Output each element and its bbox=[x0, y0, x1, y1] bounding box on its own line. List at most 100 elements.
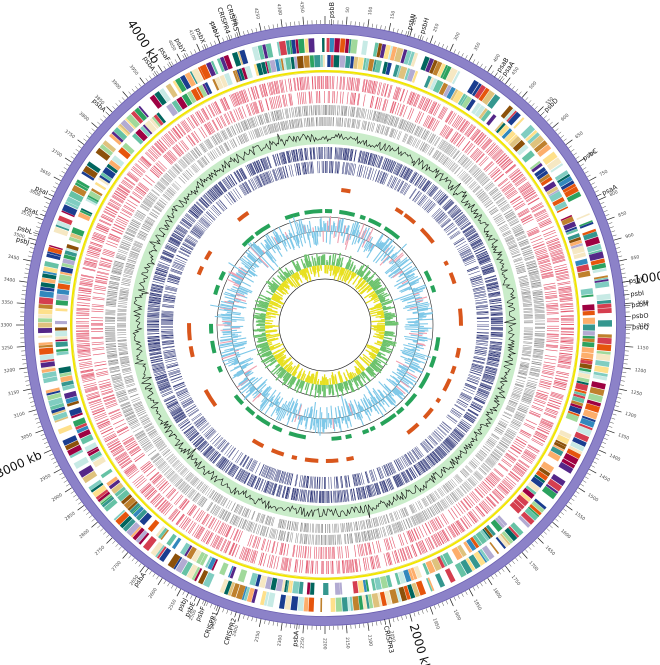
feature-tick bbox=[224, 97, 231, 110]
feature-tick bbox=[157, 181, 166, 189]
feature-tick bbox=[290, 93, 293, 106]
feature-tick bbox=[560, 308, 574, 310]
feature-tick bbox=[90, 405, 104, 411]
feature-tick bbox=[105, 305, 116, 307]
feature-tick bbox=[546, 337, 559, 339]
feature-tick bbox=[505, 213, 515, 219]
feature-tick bbox=[440, 500, 447, 509]
feature-tick bbox=[180, 158, 188, 167]
scale-tick bbox=[243, 31, 245, 36]
feature-tick bbox=[484, 200, 493, 207]
gene-block bbox=[289, 40, 293, 55]
feature-tick bbox=[363, 121, 367, 130]
feature-tick bbox=[342, 560, 344, 574]
feature-tick bbox=[207, 138, 213, 148]
feature-tick bbox=[297, 77, 300, 91]
feature-tick bbox=[554, 269, 568, 273]
feature-tick bbox=[178, 177, 186, 184]
feature-tick bbox=[470, 460, 478, 467]
feature-tick bbox=[206, 501, 213, 511]
feature-tick bbox=[456, 169, 464, 177]
scale-tick bbox=[508, 83, 512, 87]
gene-block bbox=[111, 482, 124, 494]
feature-tick bbox=[155, 142, 165, 153]
feature-tick bbox=[166, 453, 174, 460]
feature-tick bbox=[172, 165, 181, 174]
feature-tick bbox=[148, 192, 158, 200]
feature-tick bbox=[452, 133, 461, 144]
feature-tick bbox=[340, 147, 342, 160]
feature-tick bbox=[123, 177, 135, 186]
feature-tick bbox=[510, 470, 521, 480]
feature-tick bbox=[410, 529, 417, 541]
feature-tick bbox=[454, 167, 461, 175]
feature-tick bbox=[182, 173, 189, 181]
gene-block bbox=[56, 220, 71, 230]
gene-block bbox=[580, 288, 594, 296]
feature-tick bbox=[515, 383, 524, 387]
feature-tick bbox=[179, 498, 188, 509]
feature-tick bbox=[112, 226, 124, 233]
scale-tick bbox=[540, 534, 544, 538]
feature-tick bbox=[78, 361, 92, 364]
feature-tick bbox=[127, 443, 138, 451]
gene-block bbox=[101, 496, 115, 508]
feature-tick bbox=[78, 291, 92, 295]
feature-tick bbox=[441, 486, 447, 494]
feature-tick bbox=[129, 253, 139, 257]
feature-tick bbox=[131, 192, 143, 200]
gene-block bbox=[276, 41, 281, 56]
feature-tick bbox=[299, 559, 302, 573]
feature-tick bbox=[88, 246, 102, 251]
feature-tick bbox=[522, 298, 532, 300]
feature-tick bbox=[215, 147, 221, 156]
feature-tick bbox=[522, 345, 532, 347]
feature-tick bbox=[257, 115, 262, 126]
feature-tick bbox=[130, 221, 140, 227]
gene-block bbox=[86, 446, 99, 454]
gene-block bbox=[81, 171, 95, 181]
feature-tick bbox=[283, 121, 286, 130]
feature-tick bbox=[438, 501, 444, 511]
feature-tick bbox=[490, 189, 499, 197]
feature-tick bbox=[245, 548, 250, 562]
feature-tick bbox=[115, 190, 127, 198]
scale-tick bbox=[453, 49, 456, 54]
feature-tick bbox=[532, 358, 543, 361]
feature-tick bbox=[346, 522, 349, 532]
feature-tick bbox=[521, 358, 531, 361]
feature-tick bbox=[108, 283, 119, 286]
feature-tick bbox=[409, 108, 415, 120]
feature-tick bbox=[251, 511, 256, 520]
feature-tick bbox=[170, 129, 180, 140]
gene-block bbox=[55, 320, 68, 325]
scale-tick bbox=[210, 603, 212, 608]
feature-tick bbox=[296, 533, 299, 544]
scale-tick bbox=[498, 75, 501, 80]
feature-tick bbox=[336, 560, 338, 574]
scale-tick bbox=[61, 476, 66, 479]
gene-block bbox=[597, 307, 612, 314]
feature-tick bbox=[417, 513, 423, 523]
feature-tick bbox=[221, 130, 227, 140]
gene-block bbox=[86, 196, 98, 205]
feature-tick bbox=[255, 524, 260, 535]
feature-tick bbox=[119, 291, 129, 294]
feature-tick bbox=[411, 516, 416, 526]
gene-block bbox=[142, 124, 153, 135]
feature-tick bbox=[192, 114, 200, 126]
feature-tick bbox=[531, 439, 543, 447]
feature-tick bbox=[521, 399, 531, 404]
feature-tick bbox=[116, 217, 128, 224]
feature-tick bbox=[118, 299, 128, 301]
scale-tick bbox=[49, 453, 54, 456]
feature-tick bbox=[454, 475, 461, 483]
scale-tick bbox=[505, 565, 511, 573]
gene-block bbox=[84, 442, 98, 453]
feature-tick bbox=[444, 144, 451, 153]
scale-tick bbox=[605, 214, 610, 216]
feature-tick bbox=[79, 364, 93, 367]
feature-tick bbox=[471, 241, 483, 248]
feature-tick bbox=[188, 134, 196, 145]
feature-tick bbox=[364, 121, 367, 131]
